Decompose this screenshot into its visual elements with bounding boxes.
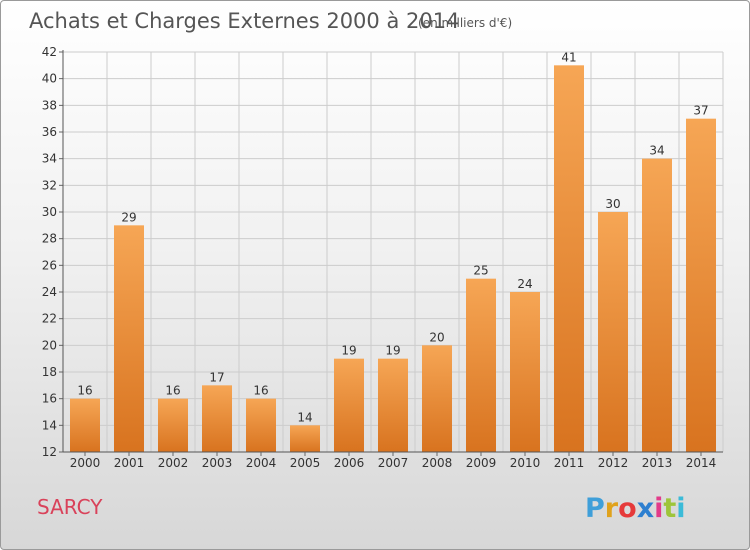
bar-2014: [686, 118, 716, 453]
x-tick-label-2011: 2011: [554, 456, 585, 470]
y-tick-label: 36: [42, 125, 57, 139]
value-label-2008: 20: [429, 330, 444, 344]
logo-letter: r: [605, 493, 619, 524]
x-tick-label-2009: 2009: [466, 456, 497, 470]
x-tick-label-2007: 2007: [378, 456, 409, 470]
value-label-2010: 24: [517, 277, 532, 291]
y-tick-label: 30: [42, 205, 57, 219]
x-tick-label-2013: 2013: [642, 456, 673, 470]
x-tick-label-2001: 2001: [114, 456, 145, 470]
bar-2001: [114, 225, 144, 452]
logo-letter: i: [654, 493, 663, 524]
y-tick-label: 42: [42, 45, 57, 59]
y-tick-label: 20: [42, 338, 57, 352]
y-tick-label: 32: [42, 178, 57, 192]
x-tick-label-2006: 2006: [334, 456, 365, 470]
y-tick-label: 14: [42, 418, 57, 432]
value-label-2000: 16: [77, 384, 92, 398]
y-tick-label: 16: [42, 392, 57, 406]
y-tick-label: 18: [42, 365, 57, 379]
bar-2008: [422, 345, 452, 452]
proxiti-logo: Proxiti: [585, 493, 686, 524]
value-label-2001: 29: [121, 210, 136, 224]
x-tick-label-2000: 2000: [70, 456, 101, 470]
logo-letter: t: [663, 493, 676, 524]
value-label-2002: 16: [165, 384, 180, 398]
logo-letter: x: [637, 493, 654, 524]
x-tick-label-2012: 2012: [598, 456, 629, 470]
x-tick-label-2005: 2005: [290, 456, 321, 470]
bar-2004: [246, 398, 276, 452]
y-tick-label: 22: [42, 312, 57, 326]
value-label-2012: 30: [605, 197, 620, 211]
value-label-2006: 19: [341, 344, 356, 358]
x-axis: 2000 2001 2002 2003 2004 2005 2006 2007 2008 2009…: [63, 451, 723, 470]
y-tick-label: 26: [42, 258, 57, 272]
x-tick-label-2002: 2002: [158, 456, 189, 470]
value-label-2005: 14: [297, 410, 312, 424]
bar-2013: [642, 158, 672, 452]
value-label-2011: 41: [561, 50, 576, 64]
place-name: SARCY: [37, 495, 103, 519]
chart-title: Achats et Charges Externes 2000 à 2014: [29, 9, 459, 33]
value-label-2003: 17: [209, 370, 224, 384]
value-label-2004: 16: [253, 384, 268, 398]
bar-2006: [334, 358, 364, 452]
bar-2000: [70, 398, 100, 452]
x-tick-label-2003: 2003: [202, 456, 233, 470]
bar-2007: [378, 358, 408, 452]
y-tick-label: 40: [42, 72, 57, 86]
chart-subtitle: (en milliers d'€): [418, 16, 512, 30]
x-tick-label-2010: 2010: [510, 456, 541, 470]
bars: 16 29 16 17 16 14 19 19 20 25 24 41 30 34 37: [70, 50, 716, 453]
grid-lines: [62, 51, 724, 453]
x-tick-label-2008: 2008: [422, 456, 453, 470]
y-tick-label: 24: [42, 285, 57, 299]
logo-letter: i: [676, 493, 685, 524]
logo-letter: o: [618, 493, 637, 524]
y-tick-label: 12: [42, 445, 57, 459]
y-tick-label: 38: [42, 98, 57, 112]
value-label-2014: 37: [693, 104, 708, 118]
logo-letter: P: [585, 493, 605, 524]
bar-2010: [510, 292, 540, 452]
y-tick-label: 34: [42, 152, 57, 166]
y-tick-label: 28: [42, 232, 57, 246]
value-label-2009: 25: [473, 264, 488, 278]
bar-2011: [554, 65, 584, 452]
value-label-2013: 34: [649, 144, 664, 158]
bar-2012: [598, 212, 628, 452]
value-label-2007: 19: [385, 344, 400, 358]
x-tick-label-2014: 2014: [686, 456, 717, 470]
bar-2005: [290, 425, 320, 452]
bar-2009: [466, 278, 496, 452]
bar-2002: [158, 398, 188, 452]
bar-2003: [202, 385, 232, 452]
y-axis: 12 14 16 18 20 22 24 26 28 30 32 34 36 38 40 42: [42, 45, 64, 459]
x-tick-label-2004: 2004: [246, 456, 277, 470]
